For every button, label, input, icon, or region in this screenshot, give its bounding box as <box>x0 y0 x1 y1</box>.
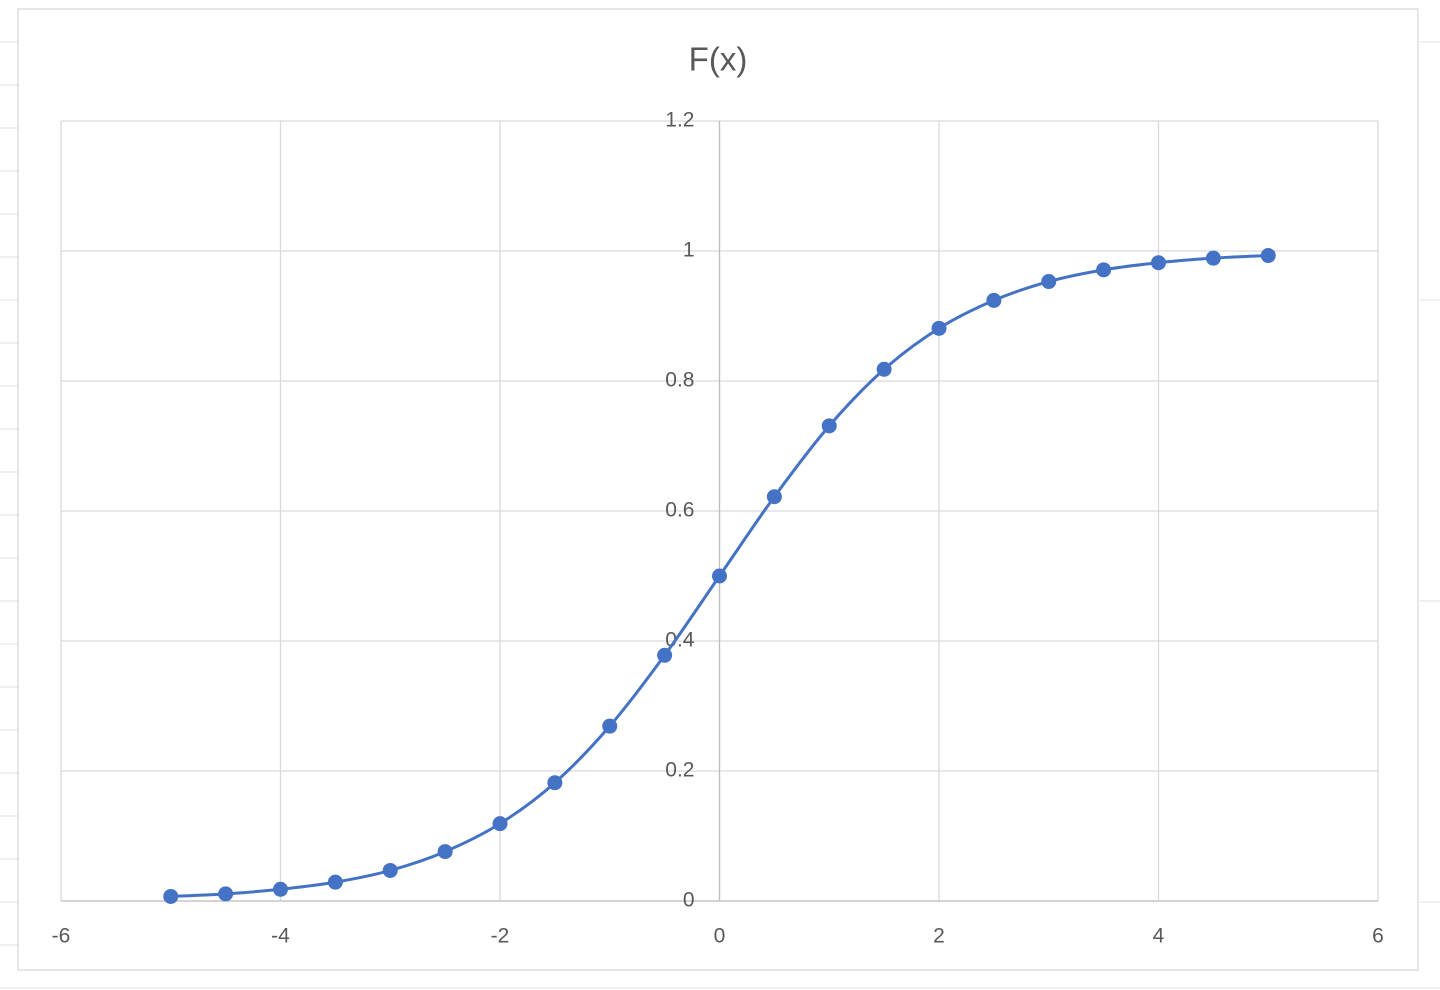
y-tick-label: 1 <box>683 239 695 262</box>
data-point <box>821 418 837 434</box>
x-tick-label: 2 <box>933 925 945 948</box>
data-point <box>382 862 398 878</box>
data-point <box>1096 262 1112 278</box>
x-tick-label: 6 <box>1372 925 1384 948</box>
data-point <box>1151 255 1166 271</box>
data-point <box>547 775 563 791</box>
y-tick-label: 0.2 <box>665 759 694 782</box>
x-tick-label: -6 <box>52 925 71 948</box>
data-point <box>492 816 508 832</box>
y-tick-label: 0 <box>683 889 695 912</box>
data-point <box>766 489 782 505</box>
y-tick-label: 1.2 <box>665 109 694 132</box>
y-tick-label: 0.6 <box>665 499 694 522</box>
data-point <box>1041 274 1057 290</box>
data-point <box>1260 248 1276 264</box>
data-point <box>876 361 892 377</box>
data-point <box>986 292 1002 308</box>
data-point <box>218 886 234 902</box>
data-point <box>657 647 673 663</box>
data-point <box>163 888 179 904</box>
data-point <box>931 320 947 336</box>
chart-title: F(x) <box>689 41 748 78</box>
data-point <box>437 844 453 860</box>
x-tick-label: -4 <box>271 925 290 948</box>
data-point <box>327 874 343 890</box>
y-tick-label: 0.8 <box>665 369 694 392</box>
data-point <box>273 881 288 897</box>
data-point <box>712 568 727 584</box>
chart-area <box>17 8 1419 971</box>
x-tick-label: 0 <box>714 925 726 948</box>
data-point <box>1205 250 1221 266</box>
data-point <box>602 718 618 734</box>
sheet-cells <box>0 41 1440 989</box>
x-tick-label: 4 <box>1153 925 1165 948</box>
x-tick-label: -2 <box>491 925 510 948</box>
